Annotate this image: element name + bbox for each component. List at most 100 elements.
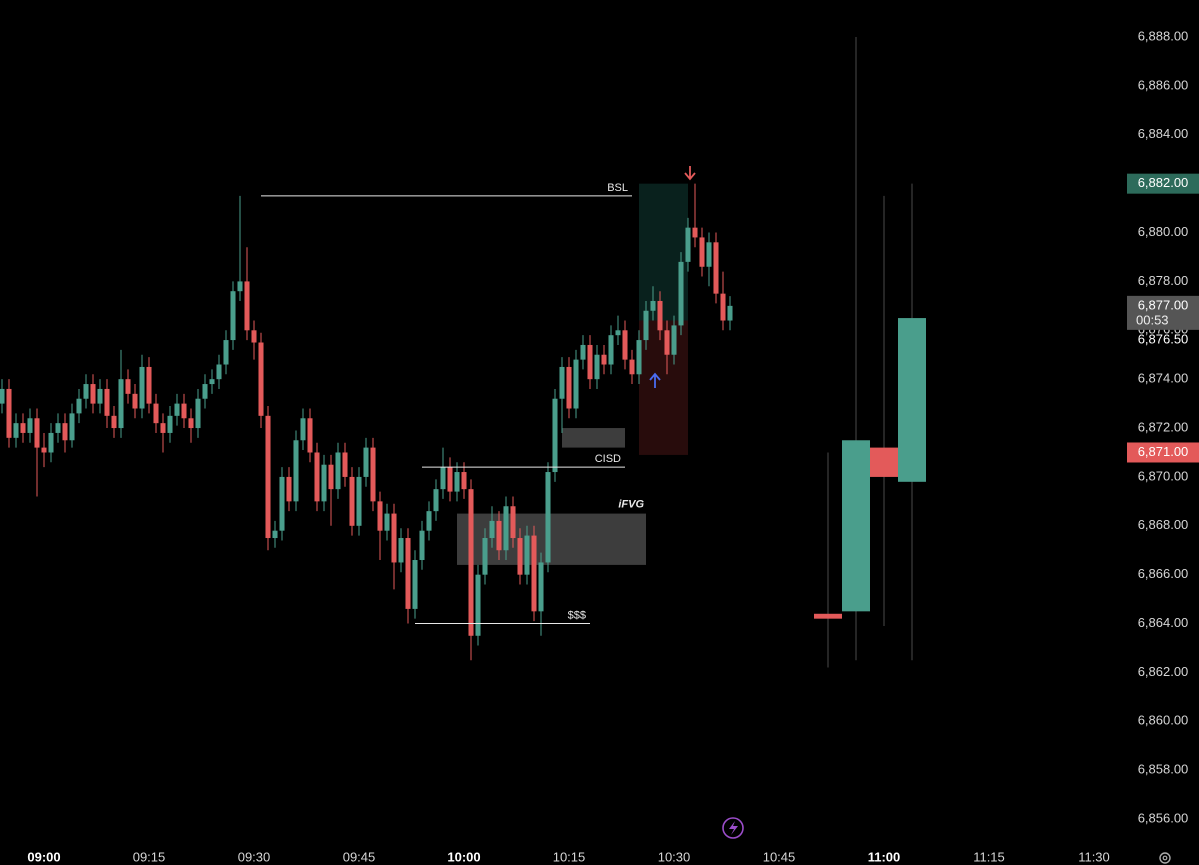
candle-body [118, 379, 124, 429]
candle-body [405, 538, 411, 609]
y-tick-label: 6,884.00 [1138, 126, 1189, 141]
candle-body [237, 281, 243, 292]
candle-body [412, 560, 418, 609]
candle-body [566, 366, 572, 409]
candle-body [188, 418, 194, 429]
y-tick-label: 6,856.00 [1138, 810, 1189, 825]
y-tick-label: 6,880.00 [1138, 224, 1189, 239]
zone-label: iFVG [618, 498, 644, 510]
candle-body [496, 520, 502, 551]
candle-body [34, 418, 40, 448]
candle-body [20, 423, 26, 433]
candle-body [223, 340, 229, 365]
price-label: 6,877.00 [1138, 297, 1189, 312]
candle-body [650, 300, 656, 311]
price-label-bg [1127, 442, 1199, 463]
y-tick-label: 6,886.00 [1138, 77, 1189, 92]
price-label-bg [1127, 173, 1199, 194]
candle-body [83, 384, 89, 399]
settings-icon[interactable] [1159, 852, 1171, 864]
candle-body [615, 330, 621, 336]
candle-body [510, 506, 516, 539]
y-tick-label: 6,862.00 [1138, 664, 1189, 679]
candle-body [552, 398, 558, 473]
countdown: 00:53 [1136, 312, 1169, 327]
candle-body [468, 489, 474, 636]
candle-body [307, 418, 313, 453]
candle-body [482, 538, 488, 575]
level-label: CISD [595, 453, 621, 465]
y-tick-label: 6,872.00 [1138, 419, 1189, 434]
candle-body [454, 472, 460, 492]
candle-body [426, 511, 432, 531]
candle-body [195, 398, 201, 429]
candle-body [594, 354, 600, 380]
x-tick-label: 10:00 [447, 849, 480, 864]
drawings [457, 183, 688, 565]
candle-body [174, 403, 180, 416]
candle-body [209, 379, 215, 385]
price-label: 6,882.00 [1138, 175, 1189, 190]
level-label: $$$ [568, 609, 586, 621]
candle-body [41, 447, 47, 453]
candle-body [538, 562, 544, 612]
candles [0, 37, 926, 668]
candle-body [580, 344, 586, 360]
candle-body [90, 384, 96, 404]
candle-body [335, 452, 341, 490]
candle-body [475, 574, 481, 636]
candle-body [244, 281, 250, 331]
candle-body [328, 464, 334, 490]
candle-body [433, 489, 439, 512]
y-tick-label: 6,860.00 [1138, 713, 1189, 728]
price-label: 6,876.50 [1138, 331, 1189, 346]
candle-body [0, 388, 5, 404]
labels: 6,856.00 6,858.00 6,860.00 6,862.00 6,864.00… [27, 28, 1199, 864]
candle-body [279, 476, 285, 531]
x-tick-label: 10:45 [763, 849, 796, 864]
y-tick-label: 6,858.00 [1138, 762, 1189, 777]
candle-body [601, 354, 607, 365]
candle-body [272, 530, 278, 539]
candle-body [216, 364, 222, 380]
candle-body [842, 440, 870, 612]
x-tick-label: 11:30 [1078, 849, 1110, 864]
candle-body [55, 423, 61, 433]
candle-body [258, 342, 264, 416]
candle-body [657, 300, 663, 331]
candle-body [160, 423, 166, 433]
candle-body [685, 227, 691, 262]
position-stop [639, 320, 688, 455]
candle-body [545, 472, 551, 563]
candle-body [391, 513, 397, 563]
y-tick-label: 6,888.00 [1138, 28, 1189, 43]
candle-body [293, 440, 299, 502]
x-tick-label: 09:15 [133, 849, 166, 864]
candle-body [587, 344, 593, 380]
candle-body [181, 403, 187, 419]
candle-body [671, 325, 677, 355]
candle-body [321, 464, 327, 502]
candle-body [76, 398, 82, 414]
y-tick-label: 6,868.00 [1138, 517, 1189, 532]
candle-body [370, 447, 376, 502]
candle-body [398, 538, 404, 563]
candle-body [440, 467, 446, 490]
candle-body [629, 359, 635, 375]
x-tick-label: 09:00 [27, 849, 60, 864]
candle-body [517, 538, 523, 575]
candle-body [300, 418, 306, 441]
buy-arrow [649, 372, 661, 388]
candle-body [713, 242, 719, 294]
alert-icon[interactable] [722, 817, 744, 839]
candle-body [349, 476, 355, 526]
candle-body [111, 415, 117, 429]
candle-body [62, 423, 68, 441]
candle-body [870, 447, 898, 477]
candle-body [104, 388, 110, 416]
candle-body [132, 393, 138, 409]
candle-body [692, 227, 698, 238]
candle-body [699, 237, 705, 267]
sell-arrow [684, 166, 696, 181]
